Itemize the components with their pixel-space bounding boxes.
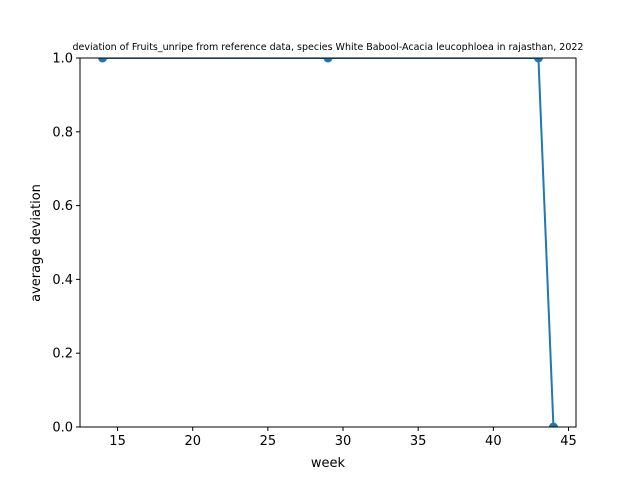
y-axis: 0.0 0.2 0.4 0.6 0.8 1.0 [52,52,80,436]
plot-frame [79,57,577,428]
series-line [102,58,555,427]
y-axis-title: average deviation [29,184,44,302]
data-point [533,58,543,63]
data-point [548,422,558,427]
x-tick-label: 30 [335,434,352,449]
y-tick-label: 0.6 [52,199,73,214]
x-axis: 15 20 25 30 35 40 45 [109,427,577,449]
plot-background [80,58,576,427]
y-tick-label: 1.0 [52,52,73,67]
x-tick-label: 20 [184,434,201,449]
y-tick-label: 0.8 [52,125,73,140]
y-tick-label: 0.4 [52,273,73,288]
x-tick-label: 25 [260,434,277,449]
y-tick-label: 0.2 [52,347,73,362]
x-axis-title: week [311,456,346,471]
x-tick-label: 40 [485,434,502,449]
x-tick-label: 35 [410,434,427,449]
data-point [323,58,333,63]
data-point [98,58,108,63]
series-layer [98,58,558,427]
chart-title: deviation of Fruits_unripe from referenc… [73,42,584,53]
y-tick-label: 0.0 [52,421,73,436]
plot-area [80,58,576,427]
x-tick-label: 15 [109,434,126,449]
x-tick-label: 45 [560,434,577,449]
series-0 [98,58,558,427]
